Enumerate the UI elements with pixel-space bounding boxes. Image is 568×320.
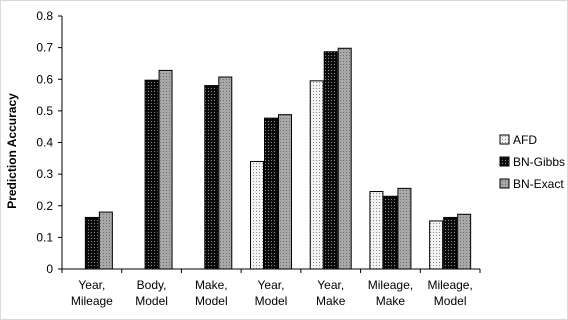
y-tick-label: 0.1 xyxy=(36,230,53,244)
x-tick-label: Make xyxy=(376,294,406,308)
bar-afd-3 xyxy=(250,160,264,270)
x-tick-label: Model xyxy=(135,294,168,308)
bar-bn-gibbs-4 xyxy=(323,51,338,270)
x-tick-label: Mileage, xyxy=(427,278,472,292)
bar-bn-exact-4 xyxy=(337,47,352,270)
bar-bn-exact-5 xyxy=(397,187,412,270)
x-tick-label: Model xyxy=(434,294,467,308)
bar-afd-6 xyxy=(429,220,444,270)
y-axis-title: Prediction Accuracy xyxy=(5,93,19,209)
bar-afd-5 xyxy=(369,191,384,270)
x-tick-label: Make xyxy=(316,294,346,308)
x-tick-label: Year, xyxy=(317,278,344,292)
bar-bn-exact-2 xyxy=(218,76,233,270)
x-tick-label: Year, xyxy=(258,278,285,292)
bar-bn-exact-3 xyxy=(278,114,292,270)
legend-label-bn-exact: BN-Exact xyxy=(513,177,564,191)
legend-swatch-afd xyxy=(499,134,510,145)
y-tick-label: 0.3 xyxy=(36,167,53,181)
x-tick-label: Mileage, xyxy=(368,278,413,292)
y-axis-title-group: Prediction Accuracy xyxy=(5,93,19,209)
legend-label-afd: AFD xyxy=(513,133,537,147)
y-tick-label: 0.5 xyxy=(36,104,53,118)
y-tick-label: 0 xyxy=(46,262,53,276)
y-tick-label: 0.2 xyxy=(36,199,53,213)
bar-bn-gibbs-6 xyxy=(443,216,458,270)
legend-label-bn-gibbs: BN-Gibbs xyxy=(513,155,565,169)
y-tick-labels: 0 0.1 0.2 0.3 0.4 0.5 0.6 0.7 0.8 xyxy=(36,9,62,276)
x-tick-label: Make, xyxy=(195,278,228,292)
bar-bn-exact-6 xyxy=(457,213,472,270)
y-tick-label: 0.4 xyxy=(36,136,53,150)
x-tick-label: Model xyxy=(255,294,288,308)
y-tick-label: 0.8 xyxy=(36,9,53,23)
bar-afd-4 xyxy=(309,80,324,270)
y-tick-label: 0.7 xyxy=(36,41,53,55)
legend-swatch-bn-gibbs xyxy=(499,156,510,167)
x-tick-label: Year, xyxy=(78,278,105,292)
x-tick-label: Model xyxy=(195,294,228,308)
bars xyxy=(84,47,472,270)
y-tick-label: 0.6 xyxy=(36,72,53,86)
x-tick-labels: Year, Mileage Body, Model Make, Model Year, Mod… xyxy=(61,269,481,308)
legend: AFD BN-Gibbs BN-Exact xyxy=(499,133,565,191)
bar-bn-exact-1 xyxy=(158,69,173,270)
bar-bn-gibbs-1 xyxy=(144,79,159,270)
bar-bn-gibbs-0 xyxy=(84,216,99,270)
x-tick-label: Body, xyxy=(137,278,167,292)
bar-bn-gibbs-5 xyxy=(383,195,398,270)
bar-bn-gibbs-3 xyxy=(264,117,278,270)
legend-swatch-bn-exact xyxy=(499,178,510,189)
bar-bn-gibbs-2 xyxy=(204,85,219,270)
x-tick-label: Mileage xyxy=(71,294,113,308)
bar-bn-exact-0 xyxy=(98,211,113,270)
